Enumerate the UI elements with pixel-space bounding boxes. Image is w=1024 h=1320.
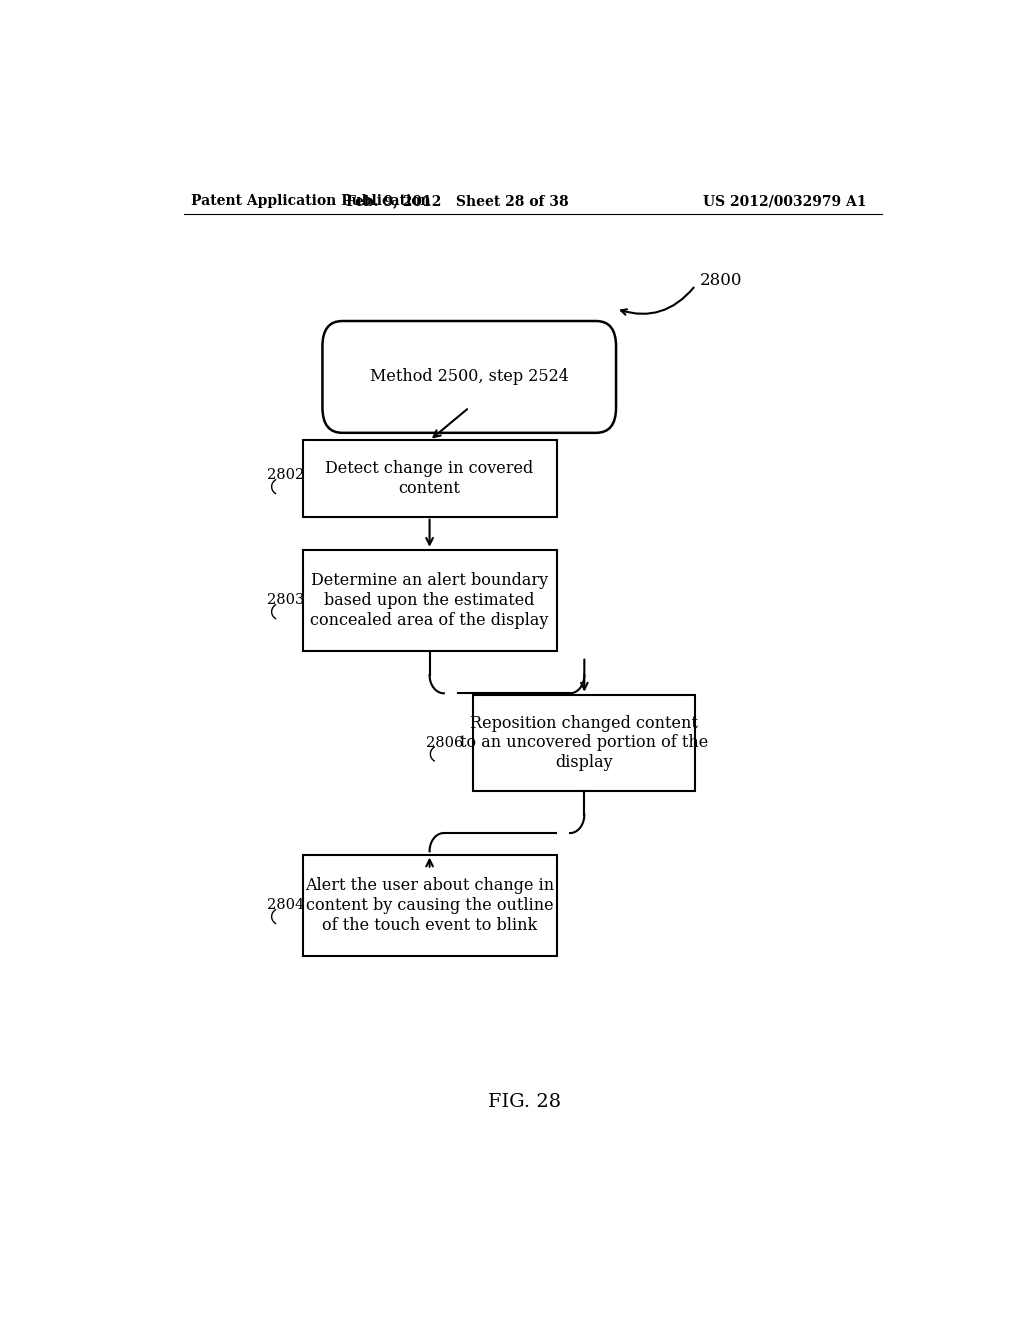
Text: Feb. 9, 2012   Sheet 28 of 38: Feb. 9, 2012 Sheet 28 of 38 bbox=[346, 194, 568, 209]
Text: 2804: 2804 bbox=[267, 899, 304, 912]
Text: Determine an alert boundary
based upon the estimated
concealed area of the displ: Determine an alert boundary based upon t… bbox=[310, 573, 549, 628]
Text: Method 2500, step 2524: Method 2500, step 2524 bbox=[370, 368, 568, 385]
Bar bbox=[473, 694, 695, 791]
Text: 2806: 2806 bbox=[426, 735, 463, 750]
Text: 2803: 2803 bbox=[267, 594, 304, 607]
Bar bbox=[303, 441, 557, 516]
Text: Patent Application Publication: Patent Application Publication bbox=[191, 194, 431, 209]
Text: 2802: 2802 bbox=[267, 469, 304, 482]
Text: 2800: 2800 bbox=[699, 272, 742, 289]
FancyBboxPatch shape bbox=[323, 321, 616, 433]
Text: US 2012/0032979 A1: US 2012/0032979 A1 bbox=[702, 194, 866, 209]
Text: FIG. 28: FIG. 28 bbox=[488, 1093, 561, 1110]
Text: Reposition changed content
to an uncovered portion of the
display: Reposition changed content to an uncover… bbox=[460, 714, 709, 771]
Text: Alert the user about change in
content by causing the outline
of the touch event: Alert the user about change in content b… bbox=[305, 878, 554, 933]
Bar bbox=[303, 549, 557, 651]
Text: Detect change in covered
content: Detect change in covered content bbox=[326, 461, 534, 496]
Bar bbox=[303, 854, 557, 956]
